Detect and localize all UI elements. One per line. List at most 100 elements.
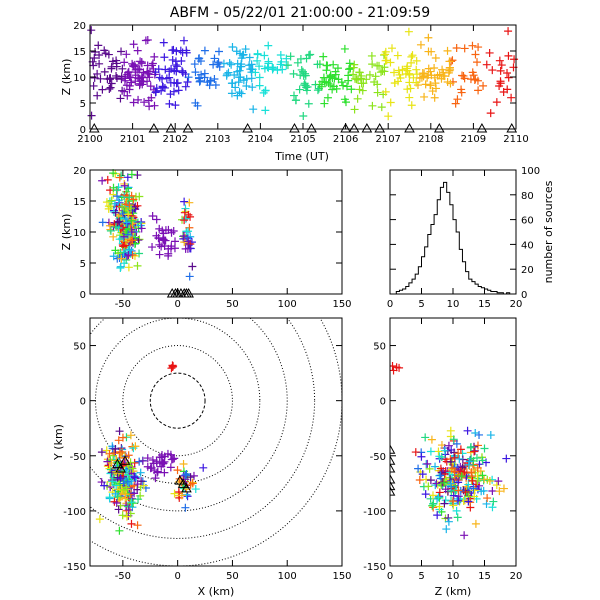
source-marker [504,51,513,60]
source-marker [115,447,124,456]
source-marker [90,73,99,82]
source-marker [450,467,459,476]
plan-view-xlabel: X (km) [198,585,235,598]
x-tick-label: 0 [387,299,393,310]
source-marker [182,470,191,479]
station-triangle [433,122,445,133]
source-marker [403,62,412,71]
source-marker [322,66,331,75]
source-marker [185,223,194,232]
source-marker [421,433,430,442]
source-marker [183,492,192,501]
source-marker [408,51,417,60]
x-tick-label: 50 [226,299,239,310]
source-marker [111,246,120,255]
source-marker [457,472,466,481]
source-marker [168,46,177,55]
source-marker [349,70,358,79]
x-tick-label: -50 [115,299,131,310]
source-marker [89,81,98,90]
time-height-station-triangles [88,122,518,133]
source-marker [412,78,421,87]
plan-view-ylabel: Y (km) [52,424,65,461]
source-marker [159,459,168,468]
source-marker [510,55,519,64]
source-marker [405,70,414,79]
source-marker [313,86,322,95]
source-marker [431,462,440,471]
source-marker [180,216,189,225]
source-marker [181,503,190,512]
source-marker [482,458,491,467]
station-triangle [390,486,396,496]
source-marker [114,505,123,514]
source-marker [450,453,459,462]
source-marker [112,73,121,82]
source-marker [342,98,351,107]
time-axis-label: Time (UT) [274,150,329,163]
source-marker [377,103,386,112]
source-marker [390,362,397,371]
source-marker [228,43,237,52]
source-marker [494,477,503,486]
source-marker [426,447,435,456]
source-marker [435,488,444,497]
source-marker [135,235,144,244]
source-marker [276,51,285,60]
source-marker [431,53,440,62]
source-marker [468,41,477,50]
source-marker [245,53,254,62]
source-marker [109,252,118,261]
source-marker [173,62,182,71]
source-marker [290,91,299,100]
source-marker [100,46,109,55]
station-triangle [390,474,396,484]
source-marker [386,58,395,67]
source-marker [497,61,506,70]
source-marker [123,173,132,182]
source-marker [368,101,377,110]
source-marker [390,366,398,375]
source-marker [109,190,118,199]
station-triangle [88,122,100,133]
source-marker [119,232,128,241]
source-marker [116,94,125,103]
source-marker [185,198,194,207]
station-triangle [182,122,194,133]
source-marker [151,88,160,97]
source-marker [184,227,193,236]
source-marker [440,499,449,508]
source-marker [94,41,103,50]
source-marker [210,54,219,63]
source-marker [127,216,136,225]
source-marker [407,52,416,61]
source-marker [435,502,444,511]
source-marker [95,59,104,68]
source-marker [122,50,131,59]
source-marker [135,249,144,258]
source-marker [103,457,112,466]
source-marker [191,485,200,494]
source-marker [112,498,121,507]
source-marker [350,105,359,114]
y-tick-label: 15 [73,47,86,58]
source-marker [115,217,124,226]
source-marker [233,59,242,68]
source-marker [125,81,134,90]
x-tick-label: 15 [478,299,491,310]
x-tick-label: 5 [418,571,424,582]
source-marker [251,68,260,77]
source-marker [124,451,133,460]
station-triangle [183,287,194,298]
source-marker [349,63,358,72]
source-marker [158,74,167,83]
source-marker [197,70,206,79]
height-y-xlabel: Z (km) [435,585,472,598]
source-marker [475,430,484,439]
source-marker [165,99,174,108]
source-marker [451,99,460,108]
source-marker [176,46,185,55]
source-marker [108,477,117,486]
plan-view-station-triangles [112,455,192,493]
